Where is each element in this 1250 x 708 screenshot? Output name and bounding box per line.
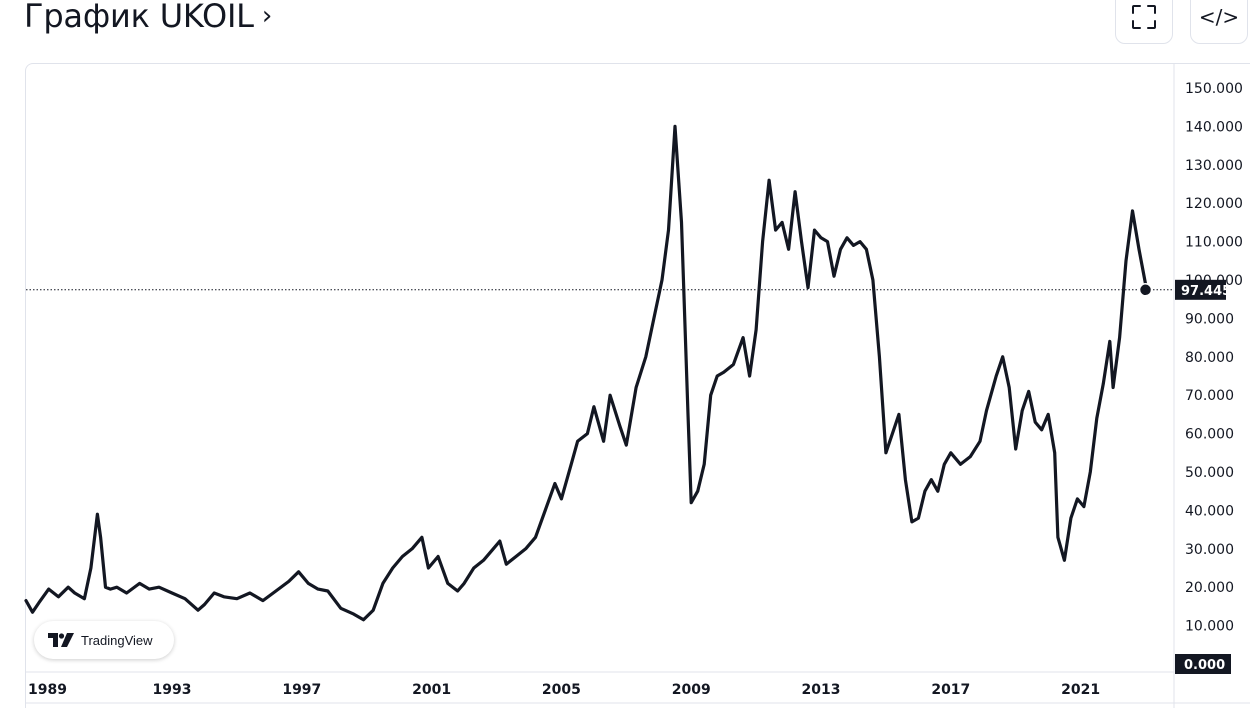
y-tick-label: 110.000 [1185,235,1243,251]
y-tick-label: 120.000 [1185,196,1243,212]
x-tick-label: 2013 [802,682,841,698]
last-price-marker [1138,283,1153,297]
zero-price-box [1175,654,1231,674]
tradingview-label: TradingView [81,632,153,648]
tradingview-logo-icon [48,633,74,647]
x-tick-label: 2009 [672,682,711,698]
y-tick-label: 140.000 [1185,119,1243,135]
y-tick-label: 60.000 [1185,427,1234,443]
y-tick-label: 130.000 [1185,158,1243,174]
chevron-right-icon: › [261,1,273,31]
page-title: График UKOIL [24,0,254,35]
x-tick-label: 2005 [542,682,581,698]
x-tick-label: 1989 [28,682,67,698]
zero-price-label: 0.000 [1175,654,1231,674]
y-tick-label: 40.000 [1185,503,1234,519]
zero-price-value: 0.000 [1184,658,1225,673]
x-tick-label: 2021 [1061,682,1100,698]
last-price-value: 97.445 [1181,284,1231,299]
x-tick-label: 1993 [153,682,192,698]
x-tick-label: 1997 [282,682,321,698]
chart-frame[interactable] [25,63,1250,708]
tradingview-badge[interactable]: TradingView [34,621,174,659]
code-icon: </> [1198,5,1240,29]
last-price-box [1175,279,1226,300]
embed-button[interactable]: </> [1190,0,1248,44]
chart-title[interactable]: График UKOIL › [24,0,272,36]
last-price-label: 97.445 [1175,279,1231,300]
fullscreen-icon [1132,5,1156,29]
y-tick-label: 20.000 [1185,580,1234,596]
price-axis[interactable]: 10.000 20.000 30.000 40.000 50.000 60.000 70.0… [1185,81,1243,635]
y-tick-label: 150.000 [1185,81,1243,97]
y-tick-label: 90.000 [1185,311,1234,327]
x-tick-label: 2001 [412,682,451,698]
y-tick-label: 70.000 [1185,388,1234,404]
time-axis[interactable]: 1989 1993 1997 2001 2005 2009 2013 2017 2021 [28,682,1100,698]
x-tick-label: 2017 [931,682,970,698]
y-tick-label: 30.000 [1185,542,1234,558]
y-tick-label: 80.000 [1185,350,1234,366]
series-line-ukoil [24,124,1148,622]
fullscreen-button[interactable] [1115,0,1173,44]
y-tick-label: 50.000 [1185,465,1234,481]
y-tick-label: 10.000 [1185,619,1234,635]
